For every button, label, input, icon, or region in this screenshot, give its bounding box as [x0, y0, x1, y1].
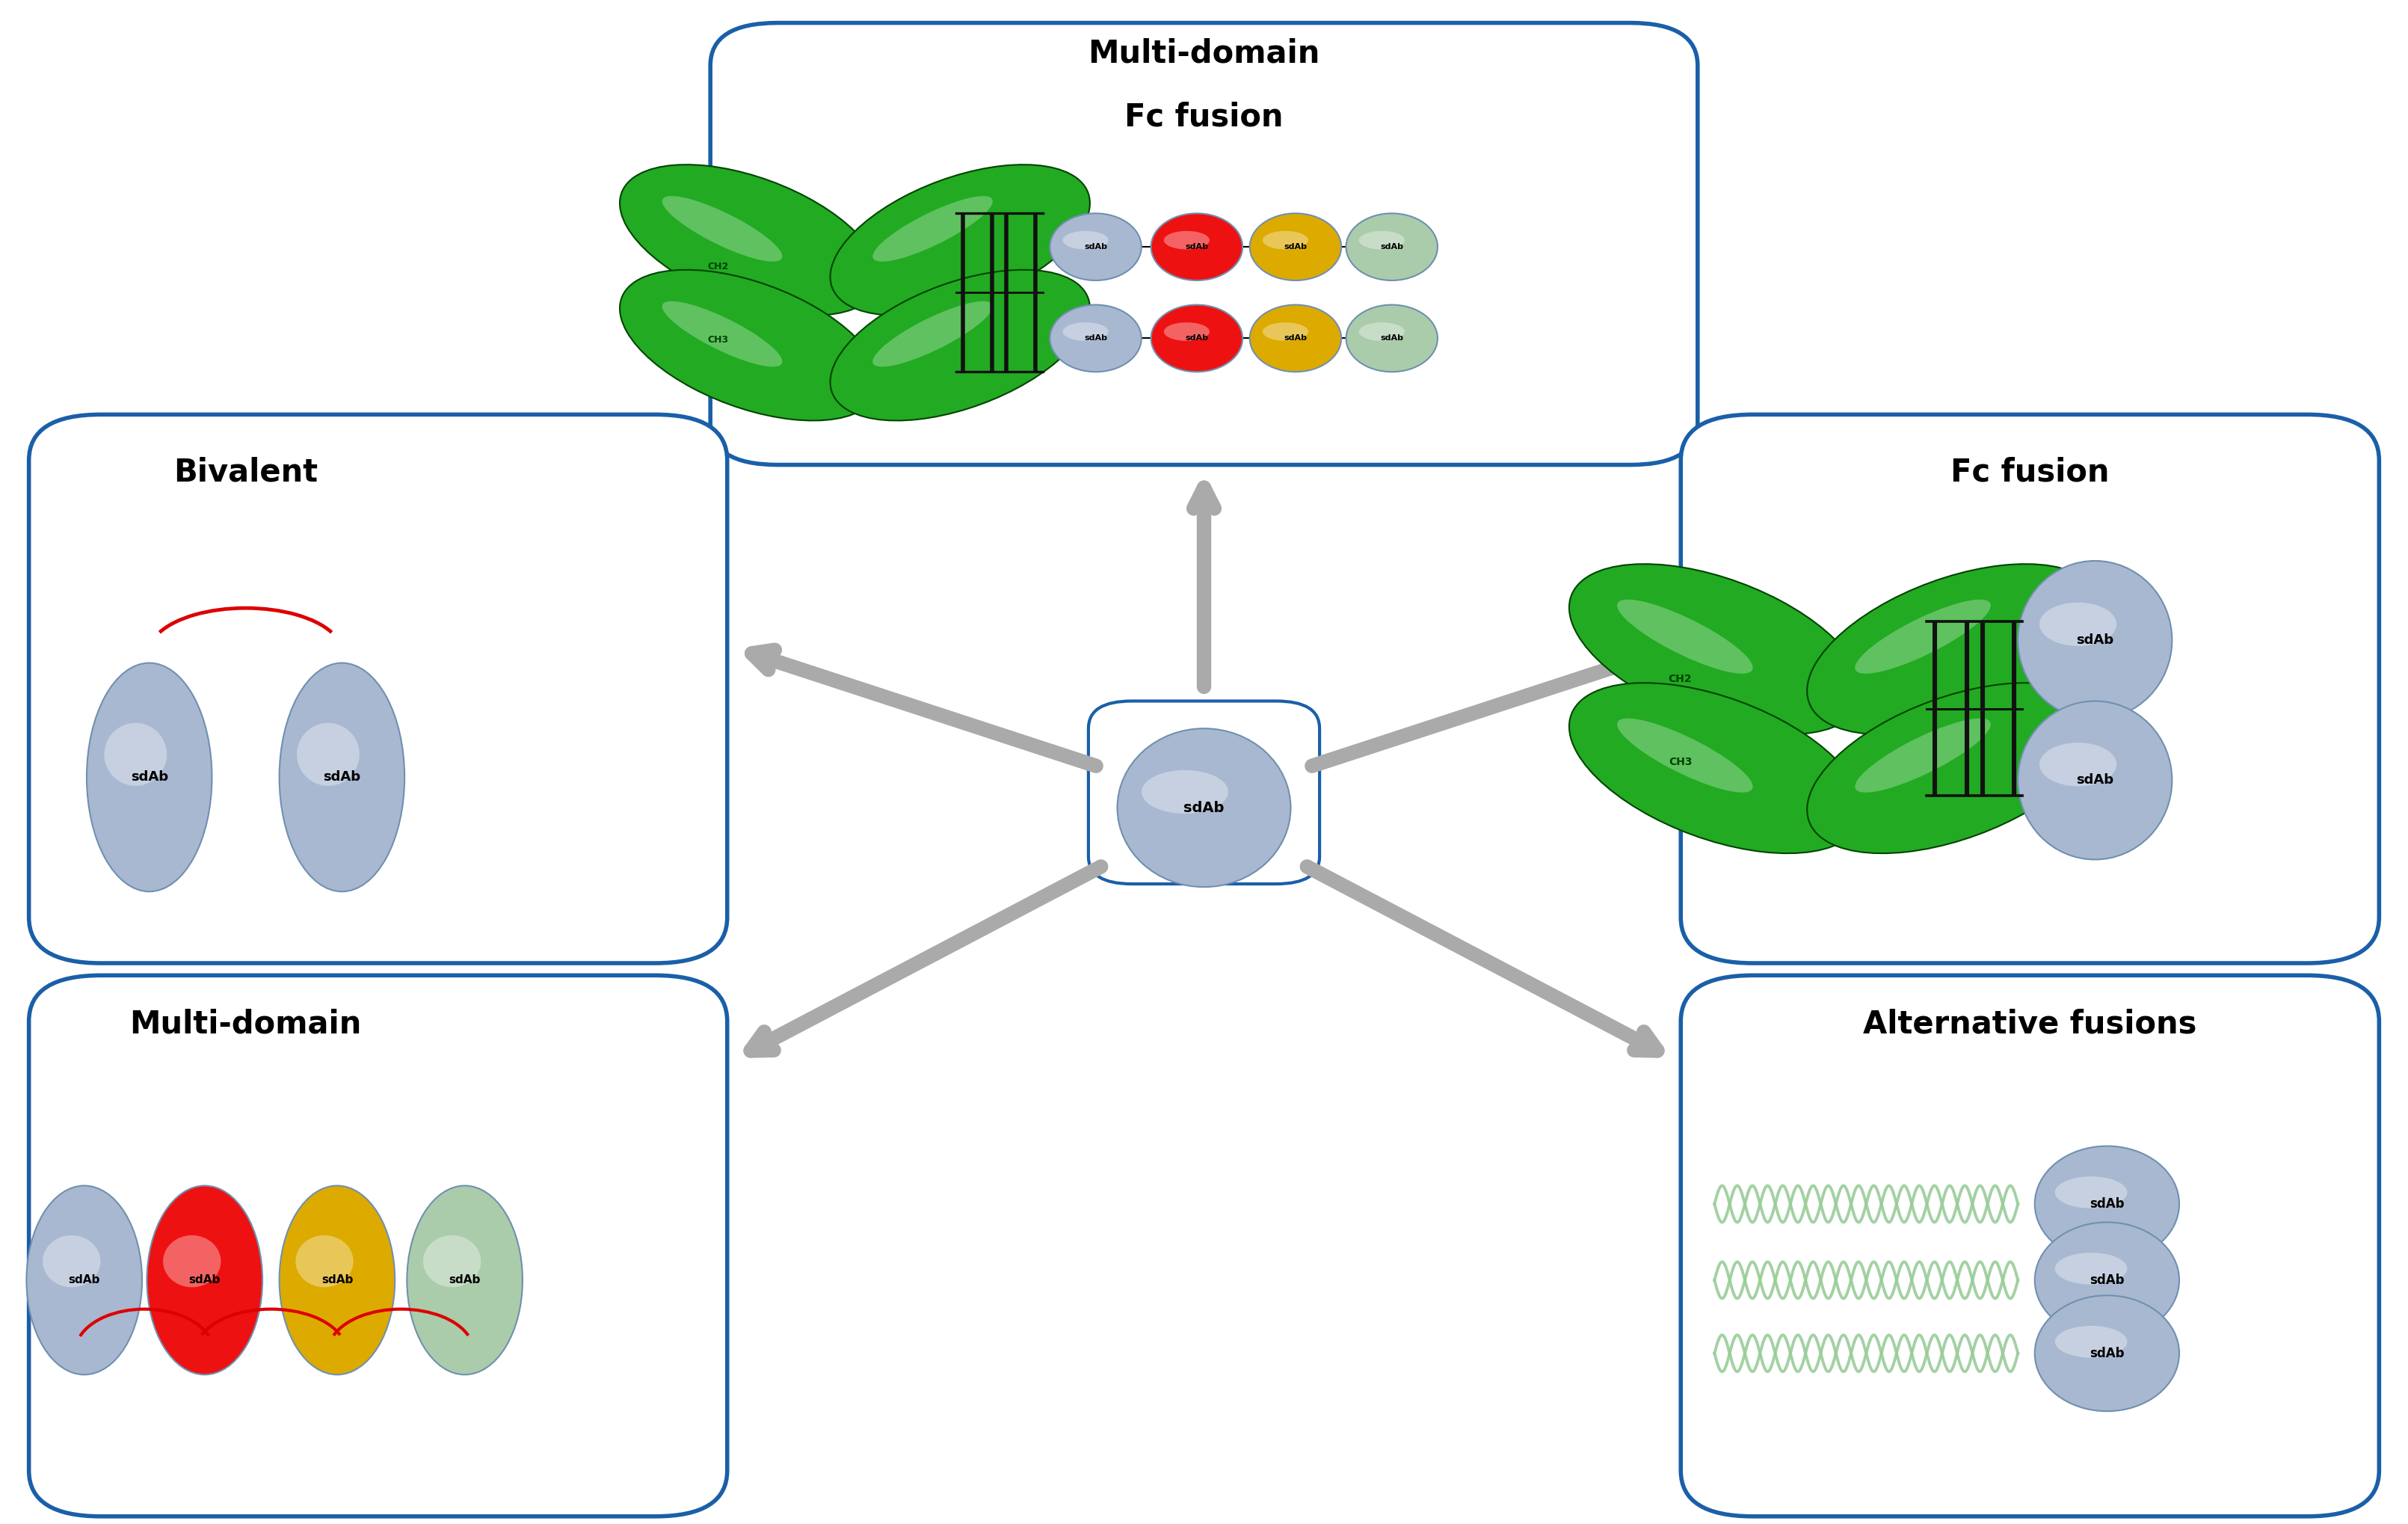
- Ellipse shape: [1570, 683, 1864, 853]
- Text: CH2: CH2: [1669, 674, 1693, 684]
- Ellipse shape: [1806, 683, 2100, 853]
- Ellipse shape: [831, 270, 1091, 421]
- Ellipse shape: [831, 165, 1091, 315]
- Text: sdAb: sdAb: [1185, 800, 1223, 815]
- Text: sdAb: sdAb: [188, 1274, 222, 1286]
- Text: sdAb: sdAb: [1283, 335, 1308, 341]
- Text: sdAb: sdAb: [2076, 774, 2114, 786]
- Ellipse shape: [2054, 1326, 2126, 1358]
- Ellipse shape: [26, 1186, 142, 1375]
- FancyBboxPatch shape: [29, 975, 727, 1516]
- Text: sdAb: sdAb: [320, 1274, 354, 1286]
- Text: CH3: CH3: [708, 335, 730, 344]
- Ellipse shape: [2040, 602, 2117, 646]
- Ellipse shape: [1262, 323, 1308, 341]
- Text: Multi-domain: Multi-domain: [1088, 38, 1320, 69]
- FancyBboxPatch shape: [710, 23, 1698, 465]
- Text: CH3: CH3: [1669, 757, 1693, 768]
- Ellipse shape: [1151, 305, 1243, 372]
- Ellipse shape: [1346, 305, 1438, 372]
- Text: Fc fusion: Fc fusion: [1125, 102, 1283, 133]
- Ellipse shape: [424, 1236, 482, 1288]
- Ellipse shape: [1262, 232, 1308, 250]
- Ellipse shape: [279, 1186, 395, 1375]
- Ellipse shape: [407, 1186, 523, 1375]
- Text: Fc fusion: Fc fusion: [1950, 457, 2109, 488]
- Ellipse shape: [1163, 232, 1209, 250]
- Text: sdAb: sdAb: [2090, 1274, 2124, 1286]
- Ellipse shape: [662, 197, 783, 262]
- Text: sdAb: sdAb: [1084, 335, 1108, 341]
- Text: Bivalent: Bivalent: [173, 457, 318, 488]
- Ellipse shape: [2035, 1146, 2179, 1262]
- Ellipse shape: [2054, 1177, 2126, 1209]
- Text: CH2: CH2: [708, 262, 730, 271]
- Text: sdAb: sdAb: [448, 1274, 482, 1286]
- Text: sdAb: sdAb: [2090, 1347, 2124, 1359]
- Ellipse shape: [1346, 213, 1438, 280]
- Ellipse shape: [1062, 232, 1108, 250]
- Ellipse shape: [2054, 1253, 2126, 1285]
- Ellipse shape: [147, 1186, 262, 1375]
- Ellipse shape: [296, 722, 359, 786]
- Ellipse shape: [2040, 742, 2117, 786]
- Ellipse shape: [1050, 213, 1141, 280]
- Ellipse shape: [1854, 599, 1991, 674]
- Ellipse shape: [662, 302, 783, 367]
- Ellipse shape: [1806, 564, 2100, 735]
- Text: sdAb: sdAb: [2090, 1198, 2124, 1210]
- FancyBboxPatch shape: [1681, 975, 2379, 1516]
- Text: sdAb: sdAb: [130, 771, 169, 783]
- Ellipse shape: [87, 663, 212, 892]
- Ellipse shape: [1854, 718, 1991, 792]
- Text: sdAb: sdAb: [1380, 244, 1404, 250]
- FancyBboxPatch shape: [29, 415, 727, 963]
- FancyBboxPatch shape: [1088, 701, 1320, 884]
- Text: sdAb: sdAb: [1283, 244, 1308, 250]
- Text: sdAb: sdAb: [2076, 634, 2114, 646]
- Ellipse shape: [872, 302, 992, 367]
- Ellipse shape: [1358, 232, 1404, 250]
- Ellipse shape: [872, 197, 992, 262]
- Text: sdAb: sdAb: [67, 1274, 101, 1286]
- Ellipse shape: [2035, 1295, 2179, 1411]
- Ellipse shape: [164, 1236, 222, 1288]
- Ellipse shape: [2035, 1222, 2179, 1338]
- FancyBboxPatch shape: [1681, 415, 2379, 963]
- Text: sdAb: sdAb: [1380, 335, 1404, 341]
- Ellipse shape: [43, 1236, 101, 1288]
- Ellipse shape: [1141, 770, 1228, 814]
- Ellipse shape: [2018, 701, 2172, 860]
- Ellipse shape: [1062, 323, 1108, 341]
- Ellipse shape: [296, 1236, 354, 1288]
- Ellipse shape: [1117, 728, 1291, 887]
- Text: sdAb: sdAb: [1185, 335, 1209, 341]
- Ellipse shape: [2018, 561, 2172, 719]
- Text: Alternative fusions: Alternative fusions: [1864, 1009, 2196, 1039]
- Ellipse shape: [1250, 305, 1341, 372]
- Ellipse shape: [1618, 599, 1753, 674]
- Ellipse shape: [1151, 213, 1243, 280]
- Ellipse shape: [1618, 718, 1753, 792]
- Ellipse shape: [619, 165, 879, 315]
- Text: sdAb: sdAb: [1084, 244, 1108, 250]
- Ellipse shape: [1163, 323, 1209, 341]
- Ellipse shape: [1250, 213, 1341, 280]
- Ellipse shape: [104, 722, 166, 786]
- Ellipse shape: [619, 270, 879, 421]
- Text: sdAb: sdAb: [323, 771, 361, 783]
- Text: Multi-domain: Multi-domain: [130, 1009, 361, 1039]
- Ellipse shape: [1358, 323, 1404, 341]
- Ellipse shape: [279, 663, 405, 892]
- Text: sdAb: sdAb: [1185, 244, 1209, 250]
- Ellipse shape: [1570, 564, 1864, 735]
- Ellipse shape: [1050, 305, 1141, 372]
